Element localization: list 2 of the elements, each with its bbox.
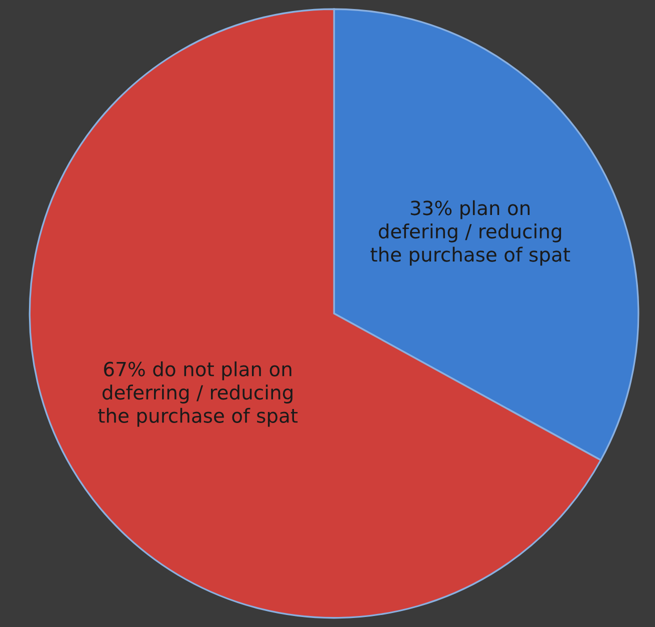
slice-label: 67% do not plan on deferring / reducing the purchase of spat	[98, 361, 298, 427]
slice-label: 33% plan on defering / reducing the purchase of spat	[370, 200, 570, 266]
